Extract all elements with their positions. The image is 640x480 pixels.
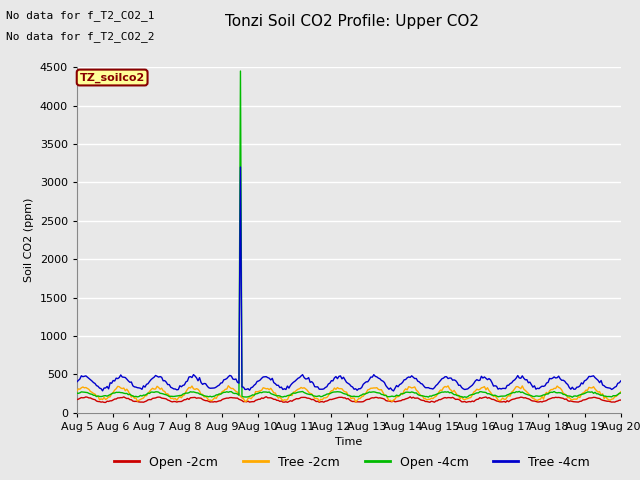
Text: No data for f_T2_CO2_2: No data for f_T2_CO2_2 [6,31,155,42]
Text: Tonzi Soil CO2 Profile: Upper CO2: Tonzi Soil CO2 Profile: Upper CO2 [225,14,479,29]
Legend: Open -2cm, Tree -2cm, Open -4cm, Tree -4cm: Open -2cm, Tree -2cm, Open -4cm, Tree -4… [109,451,595,474]
Y-axis label: Soil CO2 (ppm): Soil CO2 (ppm) [24,198,34,282]
X-axis label: Time: Time [335,437,362,447]
Text: TZ_soilco2: TZ_soilco2 [79,72,145,83]
Text: No data for f_T2_CO2_1: No data for f_T2_CO2_1 [6,10,155,21]
